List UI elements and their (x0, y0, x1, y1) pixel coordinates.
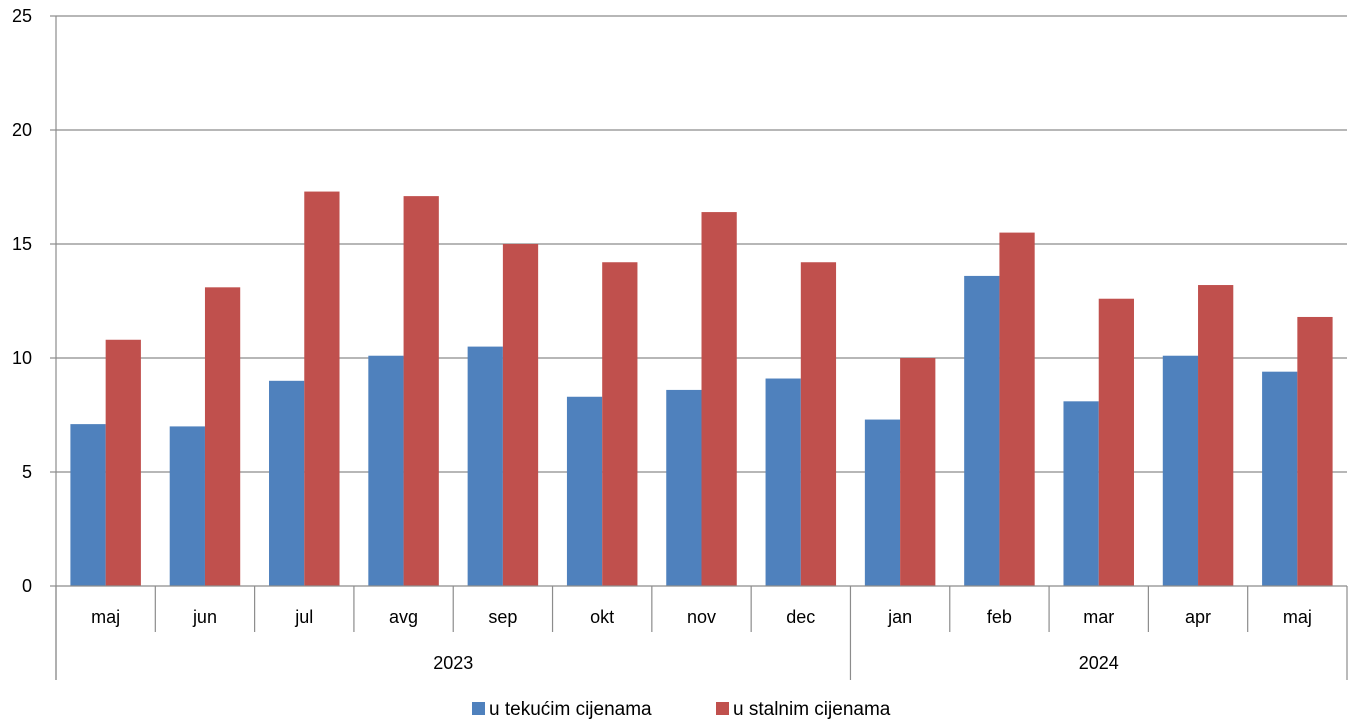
bar-constant-prices (304, 191, 340, 586)
x-axis-category-labels: maj jun jul avg sep okt nov dec jan feb mar apr maj (91, 607, 1312, 627)
x-year-label: 2023 (433, 653, 473, 673)
bar-current-prices (169, 426, 205, 586)
bar-constant-prices (502, 244, 539, 586)
bar-current-prices (467, 346, 503, 586)
bar-constant-prices (204, 287, 241, 586)
x-year-label: 2024 (1079, 653, 1119, 673)
bar-constant-prices (1297, 316, 1333, 586)
bar-constant-prices (105, 339, 141, 586)
y-axis-tick-labels: 0 5 10 15 20 25 (12, 6, 32, 596)
bar-constant-prices (701, 212, 737, 586)
x-category-label: dec (786, 607, 815, 627)
y-tick-label: 15 (12, 234, 32, 254)
legend-swatch (472, 702, 485, 715)
x-category-label: mar (1083, 607, 1114, 627)
bar-current-prices (269, 380, 305, 586)
y-tick-label: 10 (12, 348, 32, 368)
x-category-label: nov (687, 607, 716, 627)
x-category-label: maj (1283, 607, 1312, 627)
bar-current-prices (964, 275, 1000, 586)
bar-current-prices (70, 424, 106, 586)
bar-current-prices (864, 419, 901, 586)
x-category-label: okt (590, 607, 614, 627)
bar-current-prices (566, 396, 603, 586)
legend-swatch (716, 702, 729, 715)
x-category-label: jun (192, 607, 217, 627)
x-axis-year-labels: 2023 2024 (433, 653, 1119, 673)
bar-current-prices (1262, 371, 1298, 586)
bar-constant-prices (602, 262, 638, 586)
x-category-label: feb (987, 607, 1012, 627)
legend-label: u stalnim cijenama (733, 699, 891, 720)
bar-constant-prices (1198, 285, 1234, 586)
bar-constant-prices (1098, 298, 1134, 586)
bar-constant-prices (800, 262, 837, 586)
bar-constant-prices (999, 232, 1035, 586)
axes (50, 15, 1348, 680)
bars (70, 191, 1333, 586)
legend-label: u tekućim cijenama (489, 699, 652, 720)
bar-current-prices (765, 378, 801, 586)
x-category-label: maj (91, 607, 120, 627)
y-tick-label: 5 (22, 462, 32, 482)
x-category-label: jan (887, 607, 912, 627)
bar-current-prices (1162, 355, 1199, 586)
x-category-label: sep (488, 607, 517, 627)
legend: u tekućim cijenama u stalnim cijenama (472, 699, 891, 720)
y-tick-label: 25 (12, 6, 32, 26)
bar-current-prices (1063, 401, 1099, 586)
y-tick-label: 0 (22, 576, 32, 596)
x-category-label: apr (1185, 607, 1211, 627)
bar-constant-prices (900, 358, 936, 586)
bar-current-prices (666, 389, 702, 586)
x-category-label: avg (389, 607, 418, 627)
bar-constant-prices (403, 196, 439, 586)
bar-current-prices (368, 355, 404, 586)
x-category-label: jul (294, 607, 313, 627)
y-tick-label: 20 (12, 120, 32, 140)
